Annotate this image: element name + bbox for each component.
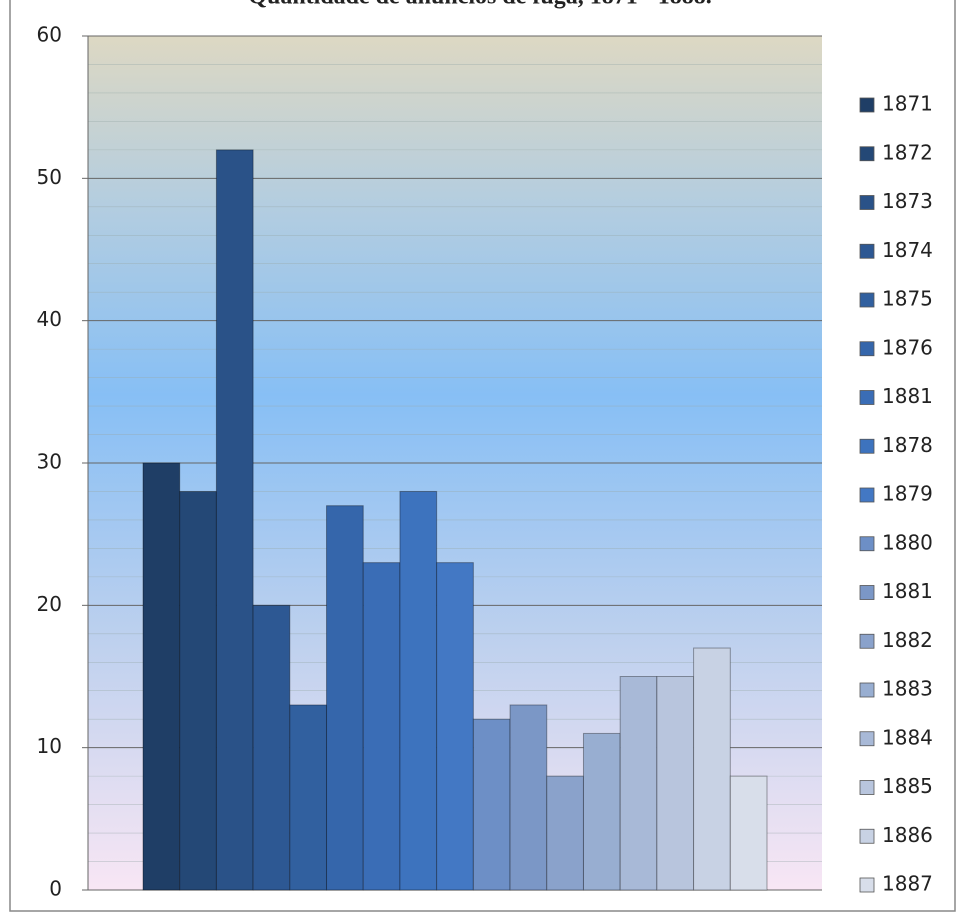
- bar: [693, 647, 731, 891]
- bar: [252, 604, 291, 891]
- y-tick-label: 40: [37, 307, 62, 331]
- legend-label: 1874: [882, 238, 933, 262]
- bar: [619, 676, 658, 891]
- legend-swatch: [859, 243, 875, 259]
- legend-swatch: [859, 682, 875, 698]
- bar: [362, 562, 401, 891]
- legend-label: 1879: [882, 482, 933, 506]
- bar: [546, 775, 584, 891]
- bar: [289, 704, 328, 891]
- y-tick-label: 10: [37, 734, 62, 758]
- legend-label: 1881: [882, 579, 933, 603]
- legend-swatch: [859, 536, 875, 552]
- bar: [509, 704, 548, 891]
- legend-label: 1886: [882, 823, 933, 847]
- bar: [656, 676, 695, 891]
- bar: [179, 490, 217, 891]
- legend-swatch: [859, 97, 875, 113]
- legend-label: 1876: [882, 335, 933, 359]
- legend-swatch: [859, 438, 875, 454]
- legend-label: 1883: [882, 677, 933, 701]
- y-tick-label: 50: [37, 165, 62, 189]
- legend-label: 1878: [882, 433, 933, 457]
- legend-swatch: [859, 390, 875, 405]
- bar: [436, 562, 474, 891]
- legend-swatch: [859, 828, 875, 844]
- bar: [729, 775, 768, 891]
- legend-swatch: [859, 731, 875, 747]
- legend-swatch: [859, 585, 875, 600]
- chart-frame: [9, 0, 956, 912]
- bar: [215, 149, 254, 891]
- y-tick-label: 60: [37, 23, 62, 47]
- legend-label: 1873: [882, 189, 933, 213]
- y-tick-label: 30: [37, 450, 62, 474]
- legend-swatch: [859, 877, 875, 893]
- legend-label: 1887: [882, 872, 933, 896]
- bar: [399, 490, 438, 891]
- bar: [142, 462, 181, 891]
- legend-label: 1880: [882, 530, 933, 554]
- legend-swatch: [859, 292, 875, 308]
- legend-swatch: [859, 780, 875, 795]
- legend-swatch: [859, 633, 875, 649]
- legend-swatch: [859, 146, 875, 162]
- bar: [582, 732, 621, 891]
- legend-label: 1884: [882, 725, 933, 749]
- legend-swatch: [859, 487, 875, 503]
- y-tick-label: 0: [49, 877, 62, 901]
- bar: [326, 505, 364, 891]
- chart-title: Quantidade de anúncios de fuga, 1871 - 1…: [248, 0, 711, 10]
- legend-label: 1882: [882, 628, 933, 652]
- legend-swatch: [859, 341, 875, 357]
- bar: [472, 718, 511, 891]
- legend-label: 1871: [882, 92, 933, 116]
- legend-label: 1875: [882, 287, 933, 311]
- legend-swatch: [859, 195, 875, 210]
- legend-label: 1881: [882, 384, 933, 408]
- legend-label: 1872: [882, 140, 933, 164]
- legend-label: 1885: [882, 774, 933, 798]
- y-tick-label: 20: [37, 592, 62, 616]
